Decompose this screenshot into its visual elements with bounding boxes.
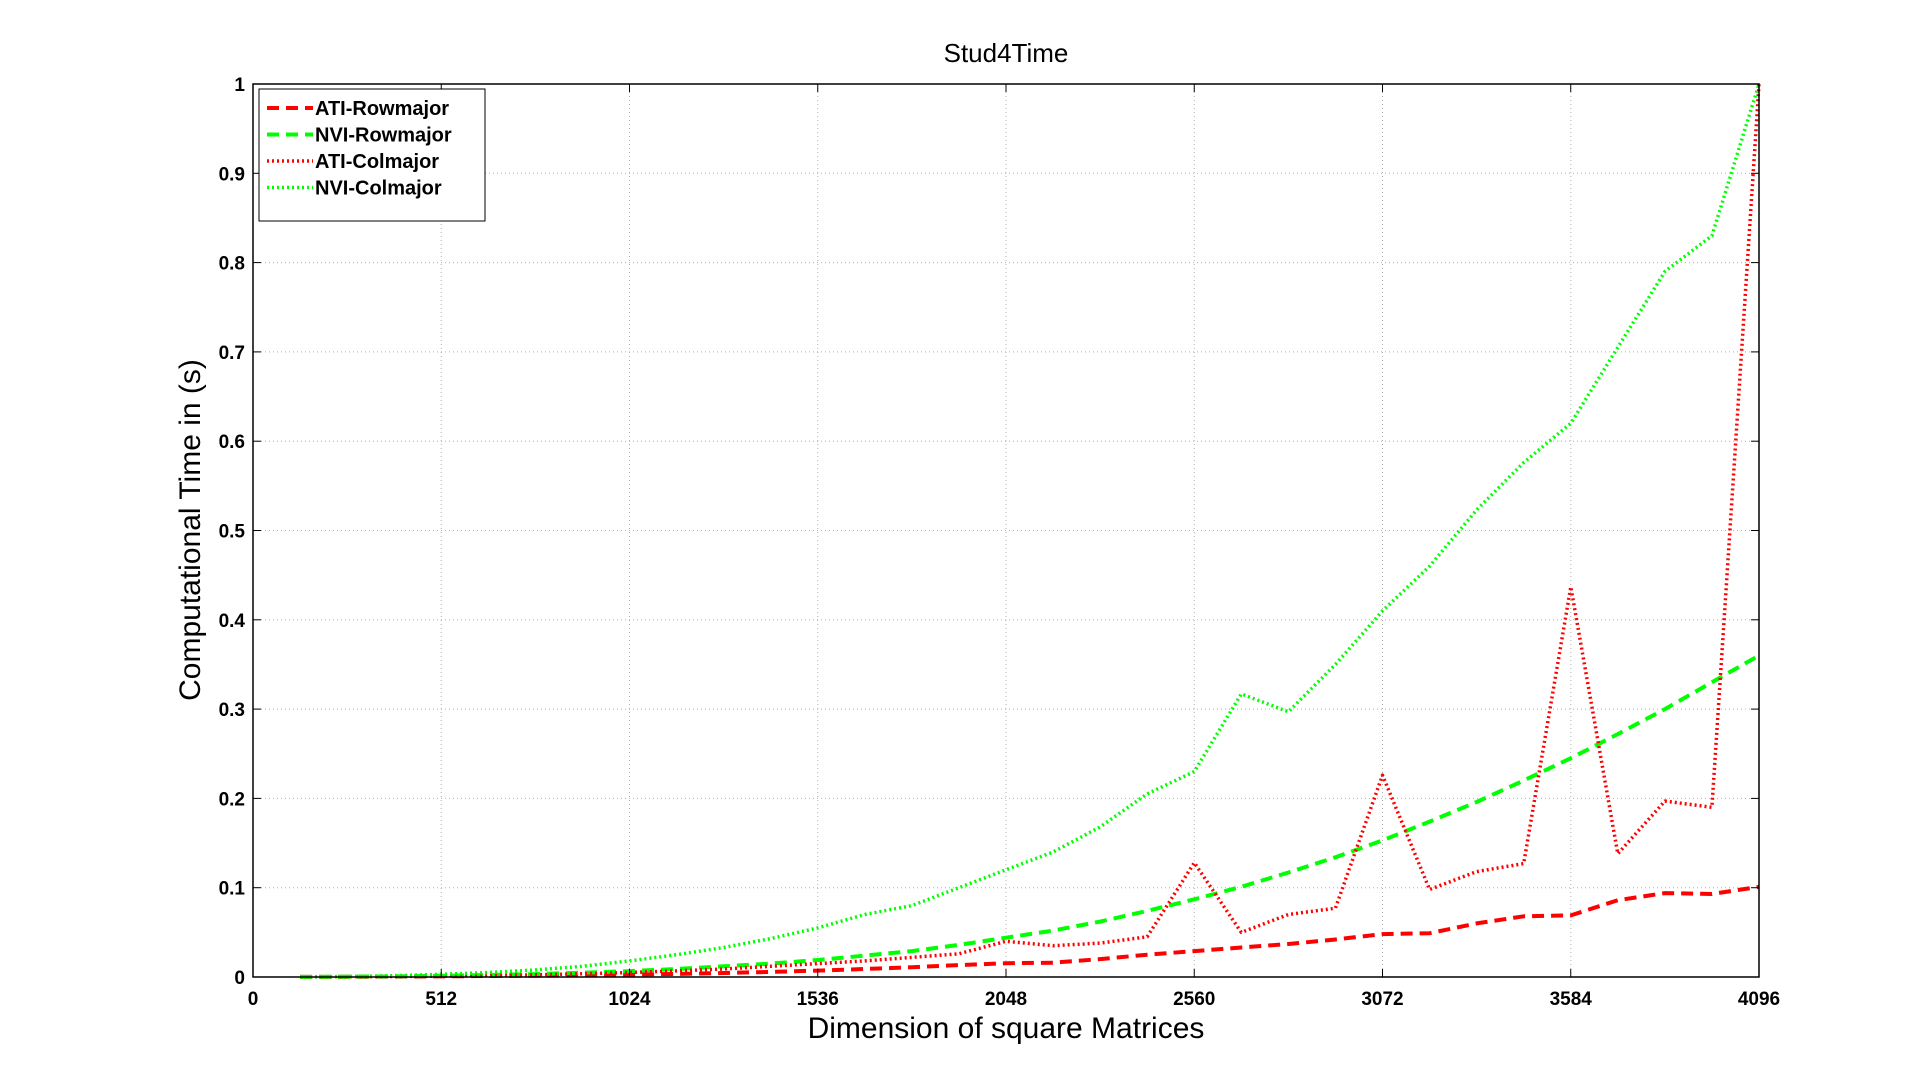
y-tick-label: 0.1 [219,879,246,900]
x-tick-labels: 0 512 1024 1536 2048 2560 3072 3584 4096 [248,989,1780,1010]
x-tick-label: 3584 [1550,989,1593,1010]
y-tick-label: 0.4 [219,611,246,632]
series-line-nvi-colmajor [300,83,1761,979]
y-tick-label: 0.2 [219,789,245,810]
x-axis-label: Dimension of square Matrices [808,1012,1205,1045]
y-tick-label: 0.3 [219,700,245,721]
x-tick-label: 2560 [1173,989,1215,1010]
legend-label-ati-rowmajor: ATI-Rowmajor [315,98,449,120]
y-tick-label: 0.7 [219,343,245,364]
series-line-ati-rowmajor [300,884,1760,979]
legend-label-nvi-colmajor: NVI-Colmajor [315,178,442,200]
chart-title: Stud4Time [944,38,1069,68]
y-tick-label: 0.6 [219,432,245,453]
x-tick-label: 512 [425,989,457,1010]
series-line-ati-colmajor [300,83,1761,979]
x-tick-label: 1024 [608,989,651,1010]
legend: ATI-Rowmajor NVI-Rowmajor ATI-Colmajor NVI-… [258,88,486,222]
x-tick-label: 3072 [1361,989,1403,1010]
legend-label-nvi-rowmajor: NVI-Rowmajor [315,125,452,147]
series-group [300,83,1761,979]
x-tick-label: 1536 [797,989,839,1010]
y-axis-label: Computational Time in (s) [174,359,207,701]
axis-ticks [252,83,1760,978]
y-tick-labels: 0 0.1 0.2 0.3 0.4 0.5 0.6 0.7 0.8 0.9 1 [219,75,246,989]
y-tick-label: 0.5 [219,522,246,543]
x-tick-label: 2048 [985,989,1027,1010]
x-tick-label: 0 [248,989,259,1010]
y-tick-label: 0.8 [219,254,245,275]
y-tick-label: 1 [234,75,245,96]
y-tick-label: 0 [234,968,245,989]
legend-label-ati-colmajor: ATI-Colmajor [315,151,439,173]
grid [253,84,1759,977]
series-line-nvi-rowmajor [300,653,1760,979]
x-tick-label: 4096 [1738,989,1780,1010]
y-tick-label: 0.9 [219,164,245,185]
legend-box [258,88,486,222]
